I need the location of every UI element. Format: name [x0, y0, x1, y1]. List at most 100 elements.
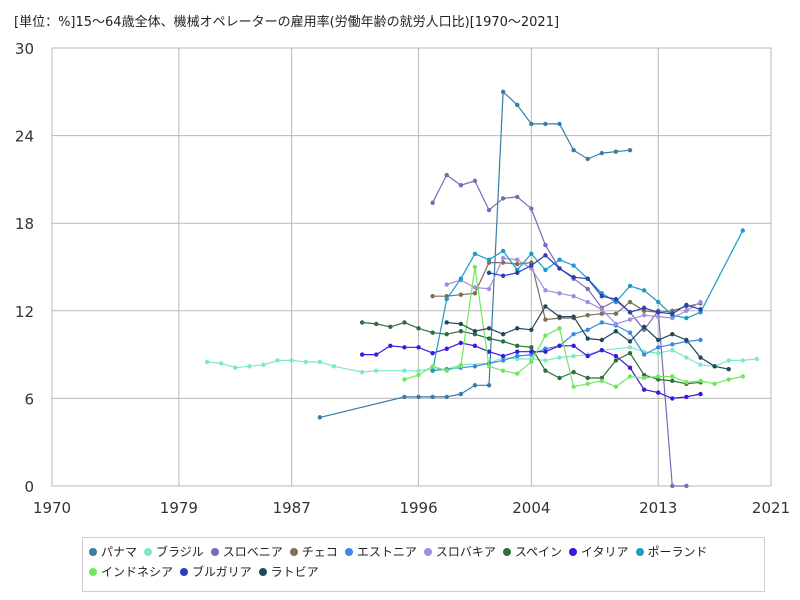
x-tick-label: 1996: [399, 499, 437, 517]
data-point: [416, 394, 421, 400]
data-point: [444, 346, 449, 351]
data-point: [670, 342, 675, 347]
data-point: [754, 356, 760, 362]
legend-item: ブルガリア: [180, 562, 252, 582]
data-point: [656, 314, 661, 319]
data-point: [458, 329, 464, 334]
data-point: [684, 355, 689, 360]
y-tick-label: 18: [15, 215, 34, 233]
data-point: [543, 242, 548, 248]
data-point: [500, 368, 506, 373]
data-point: [444, 320, 449, 325]
series-11: [486, 253, 703, 316]
data-point: [515, 261, 520, 267]
data-point: [585, 276, 590, 281]
series-5: [430, 320, 703, 373]
data-point: [670, 311, 675, 316]
x-tick-label: 1987: [273, 499, 311, 517]
data-point: [613, 296, 619, 302]
chart-title: [単位：%]15～64歳全体、機械オペレーターの雇用率(労働年齢の就労人口比)[…: [14, 14, 559, 30]
data-point: [656, 390, 661, 395]
data-point: [712, 381, 717, 386]
data-point: [627, 350, 633, 356]
data-point: [515, 349, 520, 354]
data-point: [529, 251, 534, 257]
series-line: [319, 90, 631, 418]
data-point: [684, 302, 689, 308]
data-point: [486, 257, 492, 262]
data-point: [515, 270, 520, 276]
data-point: [571, 148, 576, 153]
legend-label: イタリア: [581, 545, 629, 559]
data-point: [613, 384, 619, 389]
legend-label: インドネシア: [101, 565, 174, 579]
data-point: [458, 391, 464, 397]
data-point: [585, 336, 590, 341]
data-point: [529, 327, 534, 332]
data-point: [571, 384, 576, 389]
data-point: [486, 207, 492, 213]
data-point: [613, 358, 619, 363]
legend-label: ポーランド: [647, 545, 708, 559]
data-point: [656, 337, 661, 343]
data-point: [684, 394, 689, 400]
data-point: [641, 352, 647, 357]
data-point: [472, 291, 478, 296]
data-point: [374, 321, 379, 327]
data-point: [472, 343, 478, 349]
data-point: [430, 330, 435, 335]
data-point: [557, 121, 562, 127]
data-point: [613, 149, 619, 154]
data-point: [656, 374, 661, 379]
data-point: [627, 310, 633, 315]
data-point: [374, 352, 379, 357]
data-point: [500, 248, 506, 254]
series-1: [317, 89, 633, 420]
legend-swatch-icon: [180, 567, 189, 576]
data-point: [486, 364, 492, 369]
data-point: [529, 121, 534, 127]
data-point: [698, 378, 703, 384]
grid-lines: [51, 47, 772, 487]
legend-swatch-icon: [344, 547, 353, 556]
data-point: [458, 276, 464, 281]
data-point: [585, 353, 590, 359]
data-point: [402, 345, 407, 350]
data-point: [627, 330, 633, 335]
data-point: [458, 321, 464, 327]
data-point: [444, 331, 449, 337]
data-point: [627, 283, 633, 289]
data-point: [571, 263, 576, 268]
data-point: [585, 327, 590, 332]
data-point: [515, 194, 520, 200]
data-point: [233, 365, 238, 370]
data-point: [684, 315, 689, 321]
data-point: [430, 364, 435, 369]
data-point: [571, 275, 576, 280]
data-point: [543, 368, 548, 373]
data-point: [359, 352, 365, 357]
data-point: [684, 380, 689, 385]
data-point: [402, 377, 407, 382]
data-point: [486, 286, 492, 292]
data-point: [571, 343, 576, 349]
legend-swatch-icon: [144, 547, 153, 556]
data-point: [656, 299, 661, 305]
data-point: [472, 178, 478, 184]
data-point: [543, 267, 548, 273]
data-point: [585, 299, 590, 305]
data-point: [388, 324, 393, 330]
legend-swatch-icon: [89, 547, 97, 556]
legend-label: パナマ: [101, 545, 138, 559]
data-point: [458, 292, 464, 297]
data-point: [557, 343, 562, 349]
legend-label: ラトビア: [270, 565, 319, 579]
legend-swatch-icon: [289, 547, 298, 556]
data-point: [684, 308, 689, 313]
data-point: [486, 270, 492, 276]
data-point: [613, 329, 619, 334]
data-point: [416, 326, 421, 331]
data-point: [543, 349, 548, 354]
data-point: [543, 253, 548, 258]
